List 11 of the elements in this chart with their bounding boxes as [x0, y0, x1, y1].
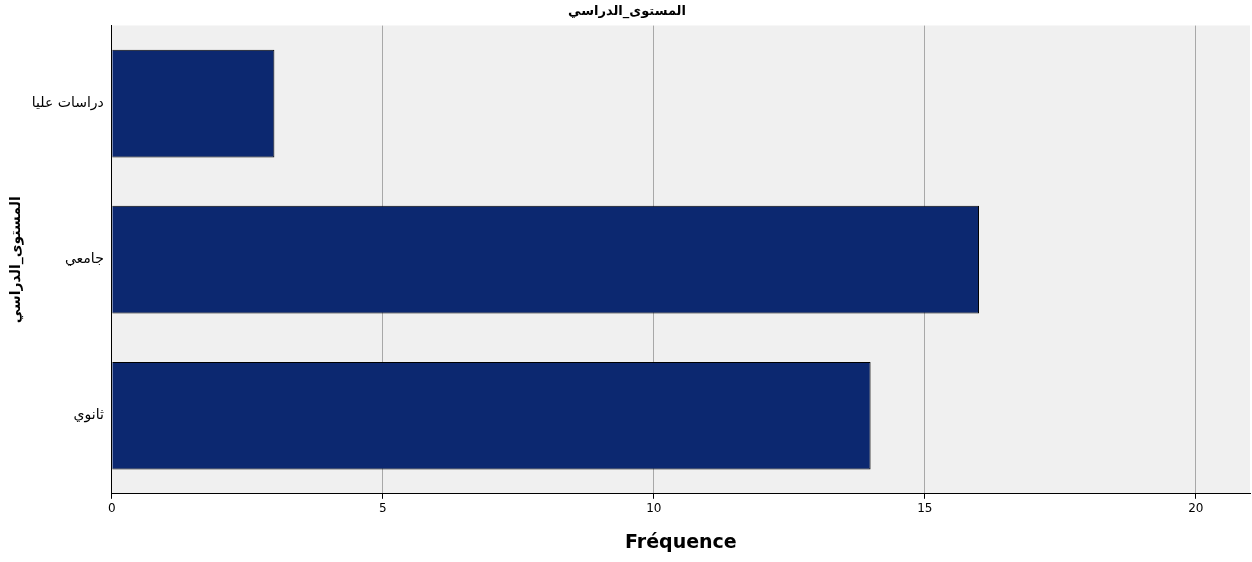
y-axis-title: المستوى_الدراسي [7, 196, 25, 324]
x-tick-label: 10 [646, 501, 662, 516]
y-tick-label: جامعي [64, 250, 104, 268]
y-tick-label: ثانوي [73, 406, 104, 424]
chart-title: المستوى_الدراسي [568, 3, 686, 20]
x-axis-title: Fréquence [625, 529, 737, 552]
x-tick-label: 20 [1188, 501, 1204, 516]
x-tick-label: 5 [378, 501, 387, 516]
x-tick-label: 0 [107, 501, 116, 516]
x-tick-label: 15 [917, 501, 933, 516]
y-tick-label: دراسات عليا [31, 94, 104, 112]
